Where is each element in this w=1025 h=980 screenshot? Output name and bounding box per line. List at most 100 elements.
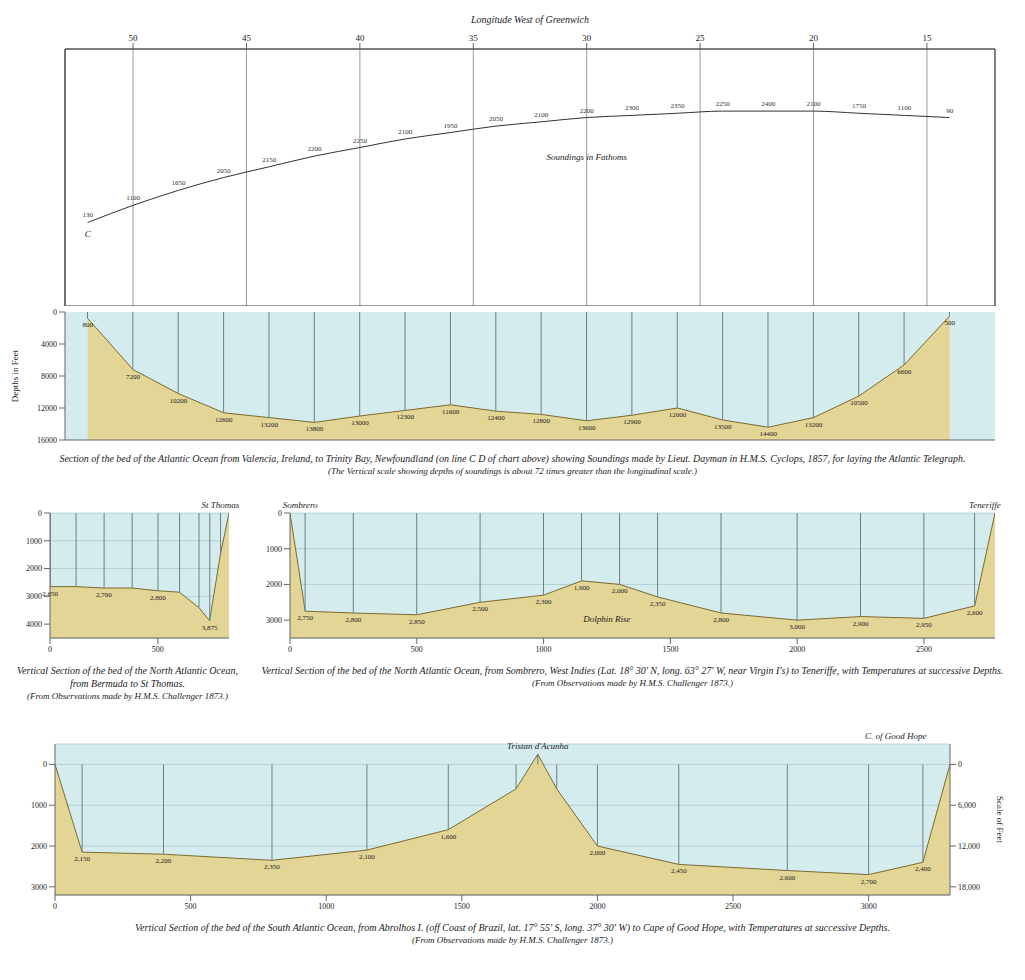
svg-text:13800: 13800 — [306, 425, 324, 433]
svg-text:0: 0 — [48, 645, 52, 654]
svg-text:16000: 16000 — [37, 436, 57, 445]
svg-text:35: 35 — [469, 33, 479, 43]
svg-text:2150: 2150 — [262, 156, 277, 164]
svg-text:1950: 1950 — [444, 122, 459, 130]
svg-text:2400: 2400 — [761, 100, 776, 108]
svg-text:20: 20 — [809, 33, 819, 43]
svg-text:C. of Good Hope: C. of Good Hope — [865, 731, 927, 741]
svg-text:2350: 2350 — [670, 102, 685, 110]
svg-text:1750: 1750 — [852, 102, 867, 110]
svg-text:2050: 2050 — [489, 115, 504, 123]
svg-text:1,600: 1,600 — [440, 833, 456, 841]
svg-text:St Thomas: St Thomas — [201, 500, 239, 510]
svg-text:3,875: 3,875 — [202, 624, 218, 632]
svg-text:2,600: 2,600 — [967, 609, 983, 617]
svg-text:2500: 2500 — [725, 902, 741, 911]
svg-text:12000: 12000 — [669, 411, 687, 419]
svg-text:500: 500 — [411, 645, 423, 654]
svg-text:2,800: 2,800 — [713, 616, 729, 624]
svg-text:2,350: 2,350 — [650, 600, 666, 608]
svg-text:10200: 10200 — [170, 397, 188, 405]
svg-text:13600: 13600 — [578, 424, 596, 432]
svg-text:2,800: 2,800 — [346, 616, 362, 624]
svg-text:6,000: 6,000 — [958, 801, 976, 810]
svg-text:3000: 3000 — [861, 902, 877, 911]
svg-text:2200: 2200 — [580, 107, 595, 115]
svg-text:2,300: 2,300 — [536, 598, 552, 606]
svg-text:1000: 1000 — [266, 545, 282, 554]
svg-text:12300: 12300 — [396, 413, 414, 421]
svg-text:1650: 1650 — [171, 179, 186, 187]
svg-text:11600: 11600 — [442, 408, 460, 416]
svg-text:0: 0 — [958, 760, 962, 769]
svg-text:C: C — [85, 229, 92, 239]
svg-text:2,000: 2,000 — [612, 587, 628, 595]
svg-text:2,450: 2,450 — [671, 867, 687, 875]
svg-text:13200: 13200 — [260, 421, 278, 429]
svg-text:2,150: 2,150 — [74, 855, 90, 863]
svg-text:7200: 7200 — [126, 373, 141, 381]
svg-text:1000: 1000 — [318, 902, 334, 911]
svg-text:2100: 2100 — [807, 100, 822, 108]
svg-text:25: 25 — [696, 33, 706, 43]
svg-text:2050: 2050 — [217, 167, 232, 175]
svg-text:30: 30 — [582, 33, 592, 43]
svg-text:130: 130 — [82, 211, 93, 219]
svg-text:2500: 2500 — [916, 645, 932, 654]
svg-text:12000: 12000 — [37, 404, 57, 413]
svg-text:13200: 13200 — [805, 421, 823, 429]
svg-text:2,750: 2,750 — [297, 614, 313, 622]
svg-text:2,100: 2,100 — [359, 853, 375, 861]
svg-text:1500: 1500 — [662, 645, 678, 654]
svg-text:2,950: 2,950 — [916, 621, 932, 629]
svg-text:0: 0 — [53, 902, 57, 911]
svg-text:Dolphin Rise: Dolphin Rise — [582, 614, 630, 624]
svg-text:2,900: 2,900 — [853, 620, 869, 628]
svg-text:500: 500 — [185, 902, 197, 911]
svg-text:Teneriffe: Teneriffe — [969, 500, 1001, 510]
svg-text:2000: 2000 — [26, 564, 42, 573]
svg-text:800: 800 — [82, 321, 93, 329]
svg-text:3,000: 3,000 — [789, 623, 805, 631]
svg-text:2,000: 2,000 — [590, 849, 606, 857]
svg-text:12,000: 12,000 — [958, 842, 980, 851]
svg-text:2200: 2200 — [308, 145, 323, 153]
svg-text:0: 0 — [288, 645, 292, 654]
svg-text:Sombrero: Sombrero — [283, 500, 318, 510]
svg-text:4000: 4000 — [26, 620, 42, 629]
svg-text:2000: 2000 — [266, 580, 282, 589]
svg-text:8000: 8000 — [41, 372, 57, 381]
svg-text:1000: 1000 — [26, 537, 42, 546]
svg-text:Soundings in Fathoms: Soundings in Fathoms — [546, 152, 627, 162]
svg-text:13500: 13500 — [714, 423, 732, 431]
svg-text:90: 90 — [946, 107, 954, 115]
svg-text:18,000: 18,000 — [958, 883, 980, 892]
svg-text:1000: 1000 — [536, 645, 552, 654]
svg-text:12600: 12600 — [215, 416, 233, 424]
svg-text:2,800: 2,800 — [150, 594, 166, 602]
svg-text:50: 50 — [129, 33, 139, 43]
svg-text:1500: 1500 — [454, 902, 470, 911]
svg-text:2,400: 2,400 — [915, 865, 931, 873]
svg-text:2300: 2300 — [625, 104, 640, 112]
svg-text:0: 0 — [38, 509, 42, 518]
svg-text:1,900: 1,900 — [574, 584, 590, 592]
svg-text:1100: 1100 — [897, 104, 911, 112]
svg-text:1100: 1100 — [126, 194, 140, 202]
svg-text:6600: 6600 — [897, 368, 912, 376]
svg-text:2250: 2250 — [716, 100, 731, 108]
svg-text:12400: 12400 — [487, 414, 505, 422]
svg-text:45: 45 — [242, 33, 252, 43]
svg-text:2000: 2000 — [789, 645, 805, 654]
svg-text:Scale of Feet: Scale of Feet — [995, 796, 1005, 843]
svg-text:0: 0 — [53, 308, 57, 317]
svg-text:Longitude West of Greenwich: Longitude West of Greenwich — [470, 14, 589, 25]
svg-text:12900: 12900 — [623, 418, 641, 426]
svg-text:2,700: 2,700 — [861, 878, 877, 886]
svg-text:1000: 1000 — [31, 801, 47, 810]
svg-text:2000: 2000 — [31, 842, 47, 851]
svg-text:2,650: 2,650 — [42, 590, 58, 598]
svg-text:13000: 13000 — [351, 419, 369, 427]
svg-text:2000: 2000 — [589, 902, 605, 911]
svg-text:3000: 3000 — [31, 883, 47, 892]
